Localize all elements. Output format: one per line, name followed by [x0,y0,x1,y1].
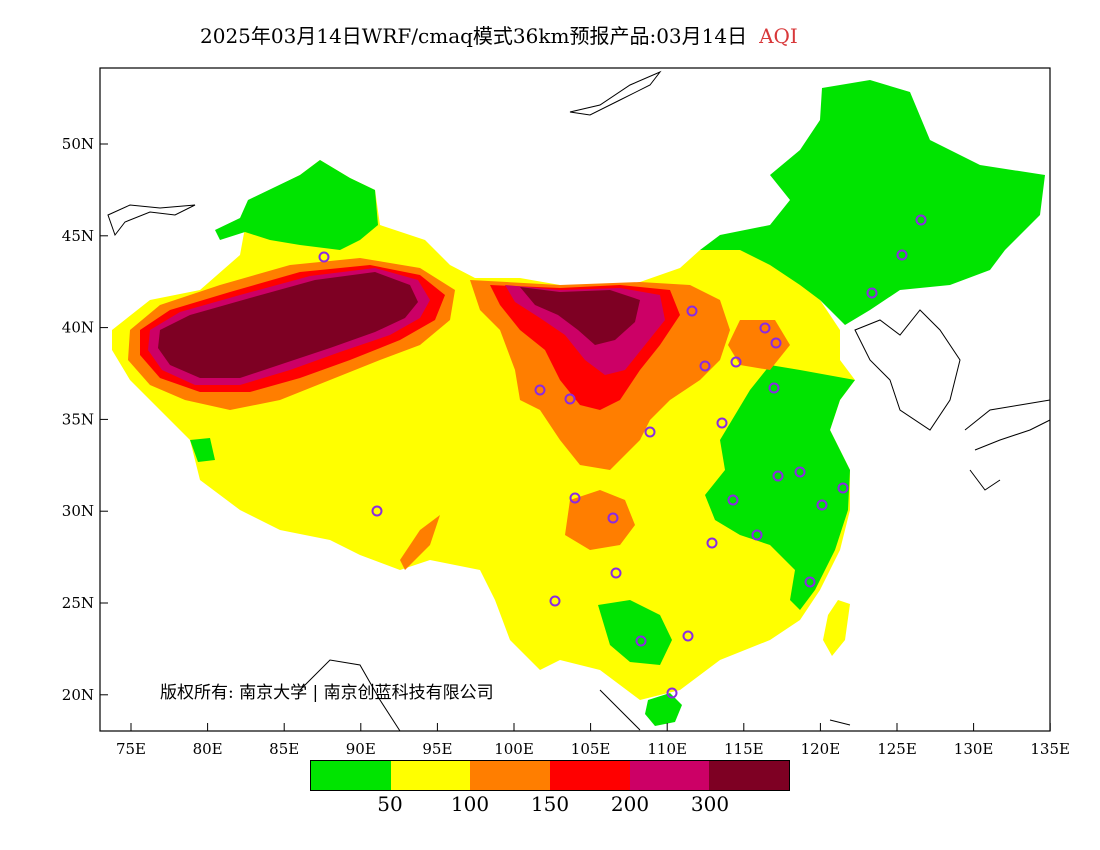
lon-tick-label: 115E [724,740,764,758]
coastlines [107,70,1051,732]
title-main: 2025年03月14日WRF/cmaq模式36km预报产品:03月14日 [200,24,748,48]
region-good-west-patch [190,438,215,462]
station-marker [569,492,581,504]
region-hazardous-tarim [158,272,418,378]
copyright-notice: 版权所有: 南京大学 | 南京创蓝科技有限公司 [160,683,494,703]
lat-tick-label: 50N [62,135,94,153]
region-good-south [598,600,672,665]
legend-labels: 50 100 150 200 300 [0,792,1100,822]
lon-tick-label: 100E [494,740,534,758]
legend-swatch [709,761,790,790]
station-marker [837,482,849,494]
lat-tick-label: 45N [62,227,94,245]
lon-tick-label: 110E [647,740,687,758]
coastline-southeast-asia [599,689,851,731]
station-marker [549,595,561,607]
lon-tick-label: 105E [571,740,611,758]
region-good-northwest [215,160,378,250]
aqi-fields [112,80,1045,726]
legend-label: 300 [690,792,730,816]
longitude-axis: 75E 80E 85E 90E 95E 100E 105E 110E 115E 120E 125E 1… [116,723,1070,758]
legend-swatch [470,761,551,790]
lon-tick-label: 80E [193,740,223,758]
coastline-bay-of-bengal [299,659,401,732]
lon-tick-label: 130E [954,740,994,758]
station-marker [915,214,927,226]
lon-tick-label: 125E [877,740,917,758]
lat-tick-label: 25N [62,594,94,612]
lon-tick-label: 90E [346,740,376,758]
region-usg-sichuan [565,490,635,550]
legend-label: 200 [610,792,650,816]
station-marker [759,322,771,334]
coastline-baikal [569,70,662,116]
legend-label: 50 [377,792,403,816]
station-marker [610,567,622,579]
station-marker [686,305,698,317]
aqi-color-legend [310,760,790,791]
coastline-korea [854,309,961,431]
lat-tick-label: 30N [62,502,94,520]
station-marker [896,249,908,261]
station-marker [794,466,806,478]
region-hainan [645,693,682,726]
region-usg-hebei [728,320,790,370]
station-marker [371,505,383,517]
legend-swatch [390,761,471,790]
coastline-japan [964,399,1051,491]
map-title: 2025年03月14日WRF/cmaq模式36km预报产品:03月14日 AQI [200,20,960,52]
station-marker [730,356,742,368]
legend-label: 150 [530,792,570,816]
region-usg-tibet [400,515,440,570]
legend-label: 100 [450,792,490,816]
legend-swatch [550,761,630,790]
region-good-eastcoast [705,365,855,610]
station-marker [607,512,619,524]
station-marker [564,393,576,405]
station-marker [768,382,780,394]
station-marker [706,537,718,549]
station-marker [816,499,828,511]
region-taiwan [823,600,850,656]
station-marker [727,494,739,506]
station-marker [751,529,763,541]
lon-tick-label: 85E [269,740,299,758]
station-marker [644,426,656,438]
station-marker [666,687,678,699]
coastline-caspian [107,204,196,237]
station-marker [534,384,546,396]
title-product: AQI [759,24,798,48]
station-marker [866,287,878,299]
latitude-axis: 50N 45N 40N 35N 30N 25N 20N [62,135,108,704]
station-markers [318,214,927,699]
legend-swatch [311,761,391,790]
legend-swatch [629,761,710,790]
station-marker [682,630,694,642]
station-marker [318,251,330,263]
lat-tick-label: 35N [62,410,94,428]
lon-tick-label: 120E [801,740,841,758]
lon-tick-label: 75E [116,740,146,758]
station-marker [772,470,784,482]
station-marker [716,417,728,429]
station-marker [699,360,711,372]
lon-tick-label: 135E [1030,740,1070,758]
station-marker [635,635,647,647]
station-marker [770,337,782,349]
lat-tick-label: 40N [62,319,94,337]
lat-tick-label: 20N [62,686,94,704]
station-marker [804,576,816,588]
lon-tick-label: 95E [422,740,452,758]
plot-frame [99,67,1051,732]
region-good-northeast [700,80,1045,325]
region-hazardous-inner-mongolia [520,287,640,345]
